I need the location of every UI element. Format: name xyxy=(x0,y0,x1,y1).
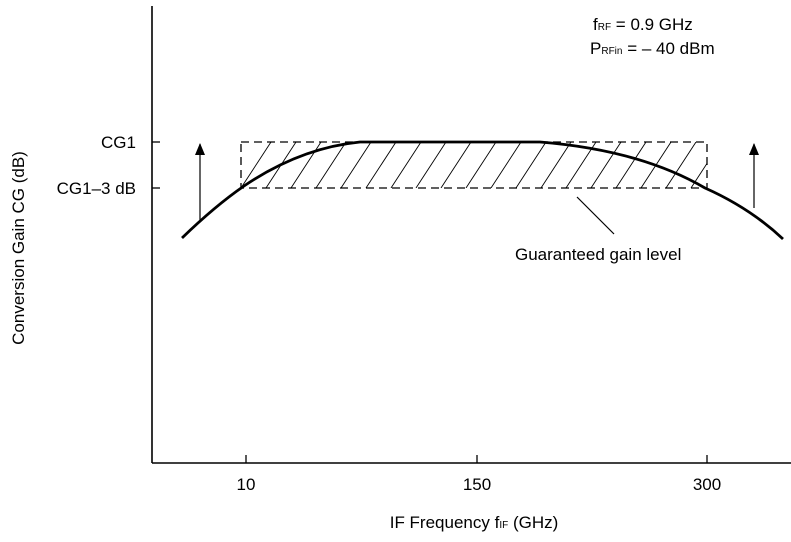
y-level-cg1: CG1 xyxy=(101,133,136,152)
y-axis-title: Conversion Gain CG (dB) xyxy=(9,151,28,345)
x-tick-label-300: 300 xyxy=(693,475,721,494)
guaranteed-gain-box xyxy=(240,141,708,189)
annotation-label: Guaranteed gain level xyxy=(515,245,681,264)
guaranteed-gain-hatch xyxy=(241,142,707,188)
gain-curve xyxy=(181,140,784,241)
condition-frf: fRF = 0.9 GHz xyxy=(593,15,693,34)
annotation-leader xyxy=(576,196,615,235)
y-level-cg1-3db: CG1–3 dB xyxy=(57,179,136,198)
x-tick-label-10: 10 xyxy=(237,475,256,494)
x-tick-label-150: 150 xyxy=(463,475,491,494)
condition-prfin: PRFin = – 40 dBm xyxy=(590,39,715,58)
x-axis-title: IF Frequency fIF (GHz) xyxy=(390,513,559,532)
